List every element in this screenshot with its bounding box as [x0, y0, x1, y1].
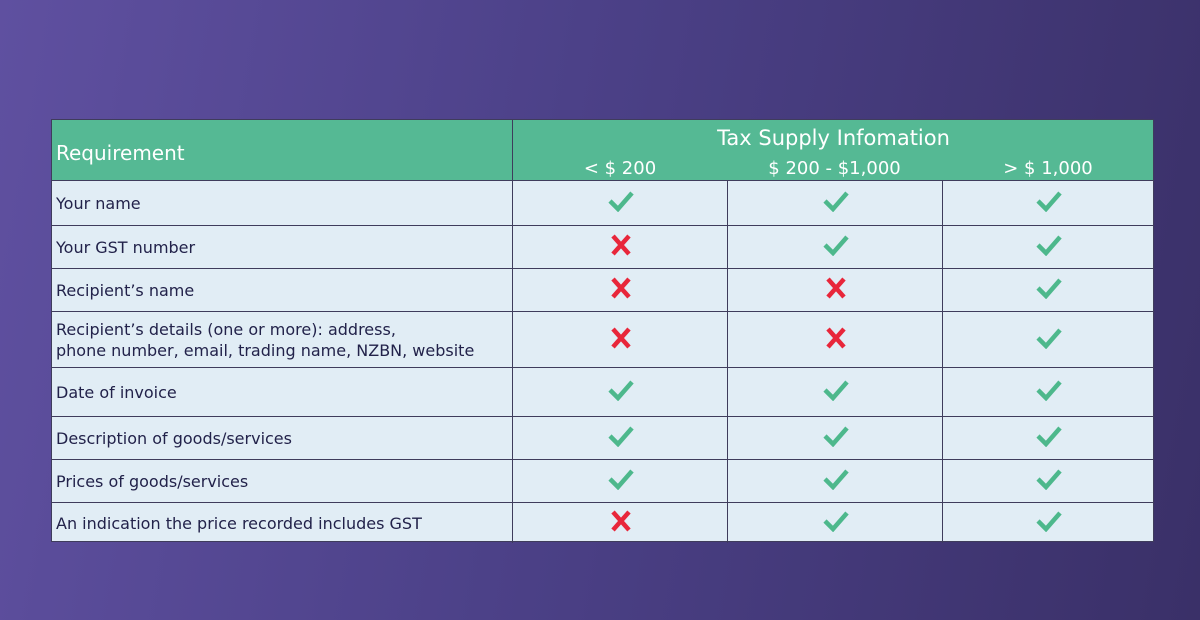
table-row: Recipient’s name [52, 269, 1153, 312]
column-header-under-200: < $ 200 [583, 158, 657, 179]
requirement-label: Prices of goods/services [56, 471, 249, 491]
check-icon [822, 190, 849, 216]
table-cell [512, 181, 728, 225]
cross-icon [608, 277, 634, 303]
cross-icon [823, 327, 849, 353]
check-icon [607, 425, 634, 451]
requirement-label: Description of goods/services [56, 428, 292, 448]
check-icon [1036, 425, 1062, 451]
requirement-label: Recipient’s name [56, 280, 195, 300]
table-cell [727, 503, 943, 543]
table-row: Description of goods/services [52, 417, 1153, 460]
check-icon [1036, 379, 1062, 405]
table-cell [942, 417, 1155, 459]
table-row: An indication the price recorded include… [52, 503, 1153, 543]
check-icon [1036, 190, 1062, 216]
check-icon [607, 379, 634, 405]
requirement-header: Requirement [56, 141, 185, 165]
table-cell [942, 312, 1155, 367]
table-header: Requirement Tax Supply Infomation < $ 20… [52, 120, 1153, 181]
check-icon [822, 379, 849, 405]
requirement-label: Date of invoice [56, 382, 177, 402]
table-cell [727, 368, 943, 416]
column-header-200-1000: $ 200 - $1,000 [768, 158, 901, 179]
requirement-label: An indication the price recorded include… [56, 513, 422, 533]
check-icon [1036, 277, 1062, 303]
table-cell [942, 181, 1155, 225]
requirement-label: Your name [56, 193, 141, 213]
table-row: Your name [52, 181, 1153, 226]
requirement-label: Your GST number [56, 237, 196, 257]
table-cell [727, 460, 943, 502]
table-cell [727, 312, 943, 367]
table-row: Date of invoice [52, 368, 1153, 417]
table-cell [512, 269, 728, 311]
cross-icon [608, 234, 634, 260]
table-cell [512, 368, 728, 416]
table-cell [512, 503, 728, 543]
check-icon [1036, 468, 1062, 494]
table-cell [727, 269, 943, 311]
group-title: Tax Supply Infomation [717, 126, 950, 150]
table-cell [942, 503, 1155, 543]
check-icon [1036, 327, 1062, 353]
column-header-over-1000: > $ 1,000 [1003, 158, 1093, 179]
table-row: Prices of goods/services [52, 460, 1153, 503]
table-cell [512, 226, 728, 268]
check-icon [822, 468, 849, 494]
table-cell [727, 181, 943, 225]
check-icon [1036, 510, 1062, 536]
check-icon [822, 425, 849, 451]
check-icon [607, 190, 634, 216]
table-row: Your GST number [52, 226, 1153, 269]
table-cell [727, 226, 943, 268]
requirements-table: Requirement Tax Supply Infomation < $ 20… [51, 119, 1154, 543]
table-cell [942, 368, 1155, 416]
table-cell [512, 460, 728, 502]
cross-icon [823, 277, 849, 303]
table-cell [942, 226, 1155, 268]
requirement-label: Recipient’s details (one or more): addre… [56, 319, 475, 360]
table-cell [942, 269, 1155, 311]
cross-icon [608, 327, 634, 353]
check-icon [822, 234, 849, 260]
table-cell [512, 417, 728, 459]
divider [512, 120, 513, 181]
table-cell [942, 460, 1155, 502]
check-icon [822, 510, 849, 536]
table-cell [727, 417, 943, 459]
table-cell [512, 312, 728, 367]
check-icon [1036, 234, 1062, 260]
cross-icon [608, 510, 634, 536]
table-row: Recipient’s details (one or more): addre… [52, 312, 1153, 368]
check-icon [607, 468, 634, 494]
